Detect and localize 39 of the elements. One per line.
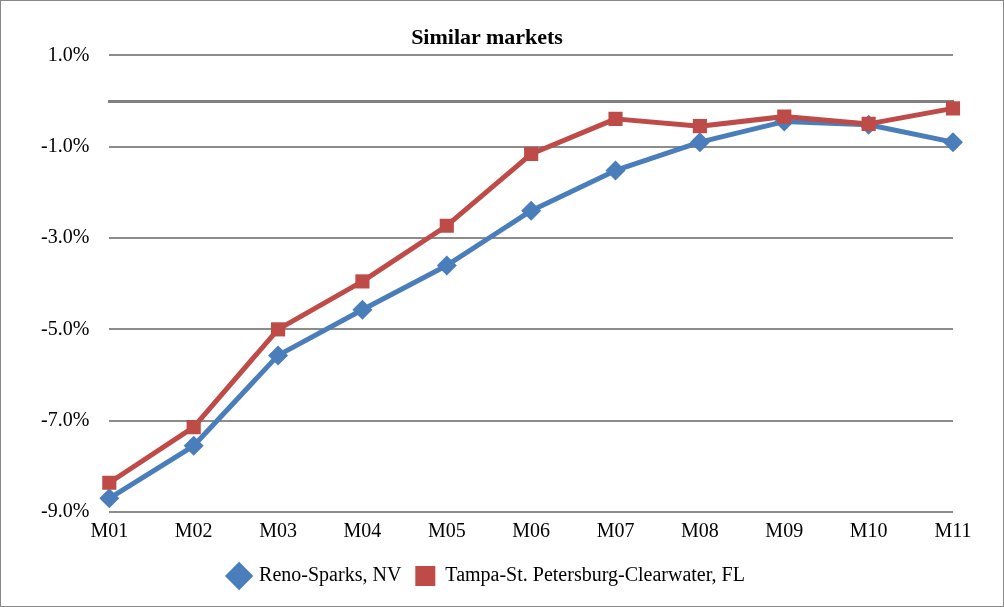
x-tick-label: M08 (681, 519, 719, 542)
x-tick-label: M11 (934, 519, 972, 542)
point (436, 255, 457, 276)
x-tick-label: M10 (849, 519, 888, 542)
x-tick-label: M03 (259, 519, 297, 542)
point (605, 160, 626, 181)
point (777, 109, 792, 124)
point (945, 101, 961, 116)
y-tick-label: -5.0% (40, 316, 90, 339)
point (608, 111, 623, 126)
y-tick-label: 1.0% (47, 42, 90, 65)
y-tick-label: -9.0% (40, 499, 90, 522)
point (355, 274, 370, 289)
y-tick-label: -3.0% (40, 225, 90, 248)
x-tick-label: M09 (765, 519, 804, 542)
x-tick-label: M06 (512, 519, 551, 542)
point (692, 119, 707, 134)
point (352, 299, 373, 320)
chart-title: Similar markets (411, 23, 564, 49)
legend-label: Tampa-St. Petersburg-Clearwater, FL (445, 563, 745, 587)
x-tick-label: M05 (427, 519, 466, 542)
point (524, 146, 539, 162)
y-tick-label: -1.0% (40, 133, 90, 156)
point (689, 132, 710, 153)
point (521, 200, 542, 221)
x-tick-label: M02 (174, 519, 213, 542)
legend-label: Reno-Sparks, NV (259, 563, 402, 587)
point (943, 132, 963, 153)
point (183, 435, 204, 456)
point (102, 475, 117, 490)
point (99, 488, 120, 509)
point (439, 218, 454, 233)
y-tick-label: -7.0% (40, 407, 90, 430)
point (268, 345, 289, 366)
point (270, 322, 286, 337)
x-tick-label: M01 (90, 519, 129, 542)
x-tick-label: M07 (596, 519, 635, 542)
point (186, 420, 201, 435)
x-tick-label: M04 (343, 519, 382, 542)
